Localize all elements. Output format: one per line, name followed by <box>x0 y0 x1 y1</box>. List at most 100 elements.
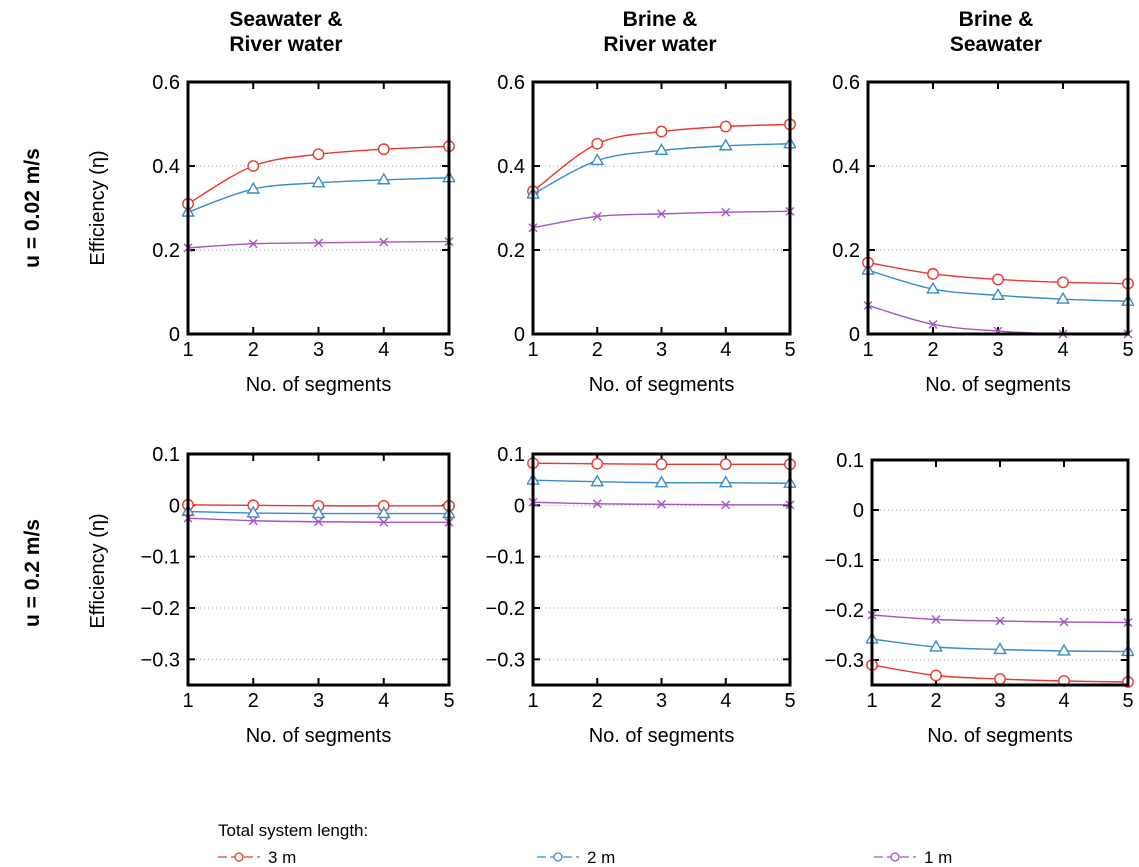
x-tick-label: 1 <box>862 339 873 361</box>
y-tick-label: −0.2 <box>141 598 180 620</box>
x-axis-title: No. of segments <box>246 374 392 396</box>
x-axis-title: No. of segments <box>925 374 1071 396</box>
column-titles: Seawater & River water Brine & River wat… <box>229 8 1042 56</box>
legend-title: Total system length: <box>218 821 368 840</box>
panel-r1-c2: 0 0.2 0.4 0.6 1 2 3 4 5 No. of segments <box>497 72 796 396</box>
series-group <box>527 118 796 233</box>
panels: 0 0.2 0.4 0.6 1 2 3 4 5 No. of segments 0 0.2 0.4 0.6… <box>141 72 1134 747</box>
data-point-1m <box>721 500 731 510</box>
row-label-1: u = 0.02 m/s <box>21 148 44 268</box>
y-tick-label: 0.1 <box>152 444 180 466</box>
data-point-3m <box>591 457 604 470</box>
x-axis-title: No. of segments <box>589 725 735 747</box>
data-point-1m <box>379 517 389 527</box>
legend-entry-3m: 3 m <box>218 848 296 867</box>
x-tick-label: 4 <box>720 339 731 361</box>
data-point-2m <box>376 172 391 185</box>
data-point-2m <box>246 181 261 194</box>
y-axis-title-row-2: Efficiency (η) <box>87 513 109 628</box>
x-tick-label: 1 <box>527 339 538 361</box>
y-tick-label: 0.6 <box>832 72 860 94</box>
series-group <box>182 140 455 253</box>
y-tick-label: 0.1 <box>836 450 864 472</box>
data-point-3m <box>927 268 939 280</box>
data-point-2m <box>1056 291 1070 304</box>
x-tick-label: 4 <box>1057 339 1068 361</box>
data-point-2m <box>311 506 326 519</box>
data-point-2m <box>311 175 326 188</box>
legend-label-3m: 3 m <box>268 848 296 867</box>
y-tick-label: 0.4 <box>497 156 525 178</box>
plot-frame <box>186 80 451 336</box>
data-point-1m <box>928 319 938 329</box>
y-tick-label: −0.3 <box>486 649 525 671</box>
legend-swatch-marker-3m <box>234 852 244 862</box>
data-point-2m <box>718 475 733 488</box>
y-axis-title-row-1: Efficiency (η) <box>87 150 109 265</box>
legend-entry-1m: 1 m <box>874 848 952 867</box>
data-point-2m <box>929 639 943 652</box>
x-tick-label: 2 <box>592 339 603 361</box>
data-point-2m <box>926 281 940 294</box>
data-point-1m <box>721 207 731 217</box>
plot-frame <box>186 452 451 687</box>
data-point-2m <box>590 153 605 166</box>
y-tick-label: 0 <box>853 500 864 522</box>
y-tick-label: 0 <box>514 495 525 517</box>
column-title-3-line-2: Seawater <box>950 33 1042 56</box>
data-point-3m <box>247 160 260 172</box>
data-point-2m <box>376 506 391 519</box>
data-point-3m <box>719 458 732 471</box>
series-group <box>527 457 796 510</box>
data-point-3m <box>719 120 732 133</box>
data-point-2m <box>246 505 261 518</box>
data-point-3m <box>312 148 325 161</box>
x-tick-label: 5 <box>784 690 795 712</box>
x-tick-label: 1 <box>182 690 193 712</box>
x-tick-label: 3 <box>313 339 324 361</box>
data-point-1m <box>314 238 323 248</box>
x-tick-label: 5 <box>1122 339 1133 361</box>
x-tick-label: 2 <box>248 339 259 361</box>
data-point-1m <box>248 516 258 526</box>
data-point-1m <box>592 499 602 509</box>
x-tick-label: 2 <box>927 339 938 361</box>
data-point-3m <box>992 273 1004 286</box>
y-tick-label: 0.2 <box>832 240 860 262</box>
y-tick-label: 0 <box>849 324 860 346</box>
legend-swatch-marker-1m <box>890 852 900 862</box>
y-tick-label: −0.1 <box>825 550 864 572</box>
column-title-3-line-1: Brine & <box>959 8 1034 31</box>
x-tick-label: 1 <box>182 339 193 361</box>
x-tick-label: 3 <box>656 339 667 361</box>
x-tick-label: 3 <box>313 690 324 712</box>
data-point-3m <box>377 143 390 156</box>
data-point-1m <box>931 615 941 624</box>
panel-r1-c1: 0 0.2 0.4 0.6 1 2 3 4 5 No. of segments <box>152 72 455 396</box>
x-tick-label: 3 <box>994 690 1005 712</box>
y-tick-label: −0.2 <box>825 600 864 622</box>
y-tick-label: 0.4 <box>152 156 180 178</box>
data-point-3m <box>930 669 942 682</box>
x-tick-label: 3 <box>656 690 667 712</box>
plot-frame <box>531 452 792 687</box>
column-title-2-line-1: Brine & <box>623 8 698 31</box>
panel-r1-c3: 0 0.2 0.4 0.6 1 2 3 4 5 No. of segments <box>832 72 1134 396</box>
data-point-2m <box>993 642 1007 655</box>
legend-entry-2m: 2 m <box>537 848 615 867</box>
x-axis-title: No. of segments <box>927 725 1073 747</box>
y-tick-label: −0.2 <box>486 598 525 620</box>
series-group <box>866 610 1134 688</box>
x-tick-label: 1 <box>866 690 877 712</box>
x-tick-label: 2 <box>930 690 941 712</box>
legend-swatch-marker-2m <box>553 852 563 862</box>
y-tick-label: −0.1 <box>486 547 525 569</box>
data-point-2m <box>1057 643 1071 656</box>
x-tick-label: 5 <box>443 339 454 361</box>
data-point-1m <box>657 499 666 509</box>
series-group <box>862 256 1134 339</box>
x-axis-title: No. of segments <box>589 374 735 396</box>
plot-frame <box>870 458 1130 687</box>
legend: Total system length: 3 m 2 m 1 m <box>218 821 952 867</box>
